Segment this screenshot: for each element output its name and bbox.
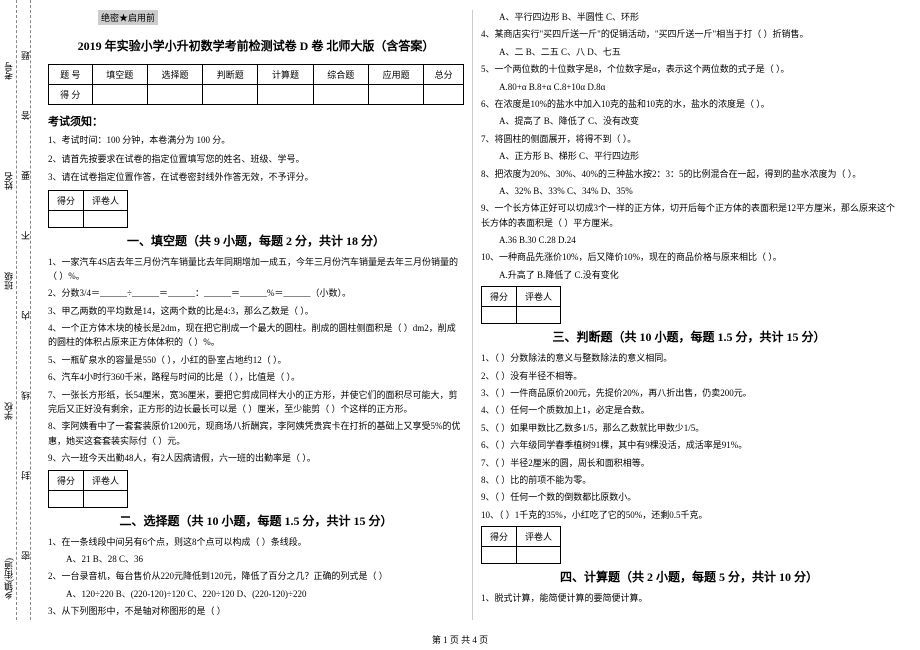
notice-item: 2、请首先按要求在试卷的指定位置填写您的姓名、班级、学号。 xyxy=(48,153,464,167)
notice-heading: 考试须知： xyxy=(48,113,464,129)
margin-label-class: 班级 xyxy=(2,272,15,290)
column-right: A、平行四边形 B、半圆性 C、环形 4、某商店实行"买四斤送一斤"的促销活动，… xyxy=(473,10,905,620)
question: 6、汽车4小时行360千米，路程与时间的比是（ ），比值是（ ）。 xyxy=(48,370,464,384)
dotted-line-2 xyxy=(30,0,31,620)
notice-item: 1、考试时间：100 分钟，本卷满分为 100 分。 xyxy=(48,134,464,148)
section-4-title: 四、计算题（共 2 小题，每题 5 分，共计 10 分） xyxy=(481,568,897,585)
options: A.80+α B.8+α C.8+10α D.8α xyxy=(499,80,897,94)
notice-item: 3、请在试卷指定位置作答，在试卷密封线外作答无效，不予评分。 xyxy=(48,171,464,185)
options: A、120÷220 B、(220-120)÷120 C、220÷120 D、(2… xyxy=(66,587,464,601)
options: A.升高了 B.降低了 C.没有变化 xyxy=(499,268,897,282)
question: 4、某商店实行"买四斤送一斤"的促销活动，"买四斤送一斤"相当于打（ ）折销售。 xyxy=(481,27,897,41)
grader-table: 得分评卷人 xyxy=(481,526,561,564)
td: 得分 xyxy=(49,470,84,490)
question: 4、一个正方体木块的棱长是2dm，现在把它削成一个最大的圆柱。削成的圆柱侧面积是… xyxy=(48,321,464,350)
question: 1、在一条线段中间另有6个点，则这8个点可以构成（ ）条线段。 xyxy=(48,535,464,549)
options: A、32% B、33% C、34% D、35% xyxy=(499,184,897,198)
question: 1、脱式计算，能简便计算的要简便计算。 xyxy=(481,591,897,605)
th: 总分 xyxy=(424,65,464,85)
seal-char-6: 答 xyxy=(19,111,32,120)
margin-label-township: 乡镇(街道) xyxy=(2,558,15,600)
grader-table: 得分评卷人 xyxy=(481,286,561,324)
table-row: 得 分 xyxy=(49,85,464,105)
question: 2、分数3/4＝______÷______＝______：______＝____… xyxy=(48,286,464,300)
options: A、提高了 B、降低了 C、没有改变 xyxy=(499,114,897,128)
section-2-title: 二、选择题（共 10 小题，每题 1.5 分，共计 15 分） xyxy=(48,512,464,529)
td: 评卷人 xyxy=(84,190,128,210)
options: A、平行四边形 B、半圆性 C、环形 xyxy=(499,10,897,24)
options: A.36 B.30 C.28 D.24 xyxy=(499,233,897,247)
question: 7、将圆柱的侧面展开，将得不到（ ）。 xyxy=(481,132,897,146)
th: 综合题 xyxy=(313,65,368,85)
grader-table: 得分评卷人 xyxy=(48,470,128,508)
th: 判断题 xyxy=(203,65,258,85)
question: 9、一个长方体正好可以切成3个一样的正方体，切开后每个正方体的表面积是12平方厘… xyxy=(481,201,897,230)
options: A、21 B、28 C、36 xyxy=(66,552,464,566)
td: 评卷人 xyxy=(517,287,561,307)
question: 2、一台录音机，每台售价从220元降低到120元，降低了百分之几？正确的列式是（… xyxy=(48,569,464,583)
question: 10、（ ）1千克的35%，小红吃了它的50%，还剩0.5千克。 xyxy=(481,508,897,522)
column-left: 绝密★启用前 2019 年实验小学小升初数学考前检测试卷 D 卷 北师大版（含答… xyxy=(40,10,473,620)
th: 应用题 xyxy=(368,65,423,85)
td: 评卷人 xyxy=(517,527,561,547)
seal-char-2: 线 xyxy=(19,391,32,400)
page-content: 绝密★启用前 2019 年实验小学小升初数学考前检测试卷 D 卷 北师大版（含答… xyxy=(0,0,920,620)
question: 9、（ ）任何一个数的倒数都比原数小。 xyxy=(481,490,897,504)
td: 得分 xyxy=(482,527,517,547)
question: 5、一个两位数的十位数字是8，个位数字是α，表示这个两位数的式子是（ ）。 xyxy=(481,62,897,76)
dotted-line-1 xyxy=(16,0,17,620)
margin-label-school: 学校 xyxy=(2,402,15,420)
question: 1、（ ）分数除法的意义与整数除法的意义相同。 xyxy=(481,351,897,365)
seal-char-3: 内 xyxy=(19,311,32,320)
question: 3、从下列图形中，不是轴对称图形的是（ ） xyxy=(48,604,464,618)
question: 2、（ ）没有半径不相等。 xyxy=(481,369,897,383)
td: 评卷人 xyxy=(84,470,128,490)
question: 7、（ ）半径2厘米的圆，周长和面积相等。 xyxy=(481,456,897,470)
seal-char-0: 密 xyxy=(19,551,32,560)
section-1-title: 一、填空题（共 9 小题，每题 2 分，共计 18 分） xyxy=(48,232,464,249)
seal-char-4: 不 xyxy=(19,231,32,240)
exam-title: 2019 年实验小学小升初数学考前检测试卷 D 卷 北师大版（含答案） xyxy=(48,37,464,54)
td: 得分 xyxy=(482,287,517,307)
question: 8、把浓度为20%、30%、40%的三种盐水按2：3：5的比例混合在一起，得到的… xyxy=(481,167,897,181)
question: 9、六一班今天出勤48人，有2人因病请假，六一班的出勤率是（ ）。 xyxy=(48,451,464,465)
th: 填空题 xyxy=(92,65,147,85)
th: 选择题 xyxy=(147,65,202,85)
question: 8、（ ）比的前项不能为零。 xyxy=(481,473,897,487)
page-footer: 第 1 页 共 4 页 xyxy=(0,633,920,646)
th: 题 号 xyxy=(49,65,93,85)
options: A、正方形 B、梯形 C、平行四边形 xyxy=(499,149,897,163)
secret-label: 绝密★启用前 xyxy=(98,10,158,25)
question: 4、（ ）任何一个质数加上1，必定是合数。 xyxy=(481,403,897,417)
binding-margin: 乡镇(街道) 学校 班级 姓名 考号 密 封 线 内 不 要 答 题 xyxy=(0,0,40,620)
question: 5、一瓶矿泉水的容量是550（ ），小红的卧室占地约12（ ）。 xyxy=(48,353,464,367)
section-3-title: 三、判断题（共 10 小题，每题 1.5 分，共计 15 分） xyxy=(481,328,897,345)
margin-label-name: 姓名 xyxy=(2,172,15,190)
question: 8、李阿姨看中了一套套装原价1200元，现商场八折酬宾，李阿姨凭贵宾卡在打折的基… xyxy=(48,419,464,448)
question: 10、一种商品先涨价10%，后又降价10%，现在的商品价格与原来相比（ ）。 xyxy=(481,250,897,264)
th: 计算题 xyxy=(258,65,313,85)
td: 得分 xyxy=(49,190,84,210)
seal-char-1: 封 xyxy=(19,471,32,480)
question: 7、一张长方形纸，长54厘米，宽36厘米，要把它剪成同样大小的正方形，并使它们的… xyxy=(48,388,464,417)
score-table: 题 号 填空题 选择题 判断题 计算题 综合题 应用题 总分 得 分 xyxy=(48,64,464,105)
question: 3、（ ）一件商品原价200元，先提价20%，再八折出售，仍卖200元。 xyxy=(481,386,897,400)
margin-label-id: 考号 xyxy=(2,62,15,80)
grader-table: 得分评卷人 xyxy=(48,190,128,228)
question: 6、在浓度是10%的盐水中加入10克的盐和10克的水，盐水的浓度是（ ）。 xyxy=(481,97,897,111)
question: 3、甲乙两数的平均数是14，这两个数的比是4:3，那么乙数是（ ）。 xyxy=(48,304,464,318)
table-row: 题 号 填空题 选择题 判断题 计算题 综合题 应用题 总分 xyxy=(49,65,464,85)
question: 6、（ ）六年级同学春季植树91棵，其中有9棵没活，成活率是91%。 xyxy=(481,438,897,452)
seal-char-5: 要 xyxy=(19,171,32,180)
question: 5、（ ）如果甲数比乙数多1/5，那么乙数就比甲数少1/5。 xyxy=(481,421,897,435)
td: 得 分 xyxy=(49,85,93,105)
seal-char-7: 题 xyxy=(19,51,32,60)
question: 1、一家汽车4S店去年三月份汽车销量比去年同期增加一成五，今年三月份汽车销量是去… xyxy=(48,255,464,284)
options: A、二 B、二五 C、八 D、七五 xyxy=(499,45,897,59)
